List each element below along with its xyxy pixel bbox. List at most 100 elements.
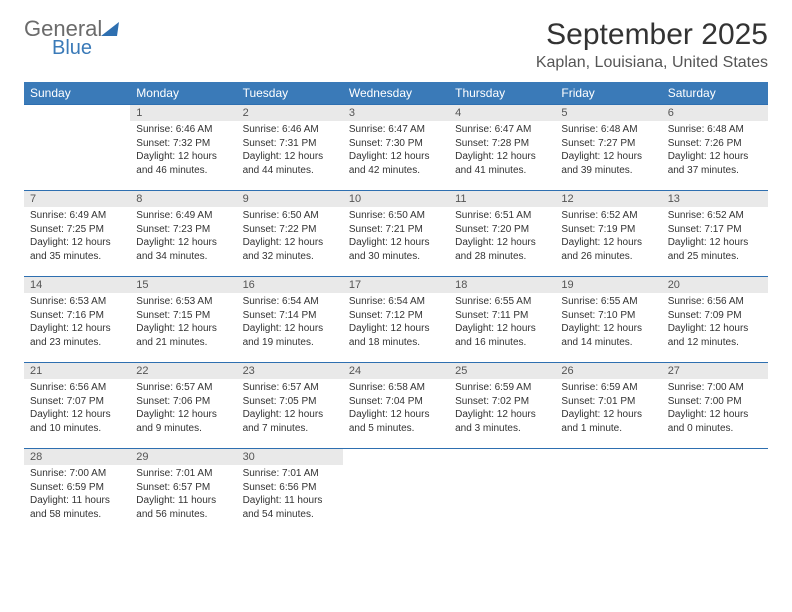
calendar-cell xyxy=(449,449,555,535)
day-details: Sunrise: 7:00 AMSunset: 7:00 PMDaylight:… xyxy=(662,379,768,441)
calendar-cell xyxy=(24,105,130,191)
calendar-cell: 26Sunrise: 6:59 AMSunset: 7:01 PMDayligh… xyxy=(555,363,661,449)
calendar-cell: 6Sunrise: 6:48 AMSunset: 7:26 PMDaylight… xyxy=(662,105,768,191)
calendar-cell: 3Sunrise: 6:47 AMSunset: 7:30 PMDaylight… xyxy=(343,105,449,191)
daylight-line: Daylight: 12 hours and 18 minutes. xyxy=(349,322,443,349)
sunrise-line: Sunrise: 6:57 AM xyxy=(243,381,337,395)
calendar-cell: 15Sunrise: 6:53 AMSunset: 7:15 PMDayligh… xyxy=(130,277,236,363)
daylight-line: Daylight: 12 hours and 41 minutes. xyxy=(455,150,549,177)
sunrise-line: Sunrise: 6:59 AM xyxy=(561,381,655,395)
sunrise-line: Sunrise: 7:00 AM xyxy=(30,467,124,481)
calendar-cell: 20Sunrise: 6:56 AMSunset: 7:09 PMDayligh… xyxy=(662,277,768,363)
calendar-cell: 11Sunrise: 6:51 AMSunset: 7:20 PMDayligh… xyxy=(449,191,555,277)
day-details: Sunrise: 6:54 AMSunset: 7:12 PMDaylight:… xyxy=(343,293,449,355)
logo-triangle-icon xyxy=(101,22,119,36)
sunrise-line: Sunrise: 6:55 AM xyxy=(561,295,655,309)
sunrise-line: Sunrise: 6:46 AM xyxy=(243,123,337,137)
weekday-header: Tuesday xyxy=(237,82,343,105)
calendar-cell: 28Sunrise: 7:00 AMSunset: 6:59 PMDayligh… xyxy=(24,449,130,535)
day-details: Sunrise: 7:01 AMSunset: 6:56 PMDaylight:… xyxy=(237,465,343,527)
sunset-line: Sunset: 7:14 PM xyxy=(243,309,337,323)
day-number: 21 xyxy=(24,363,130,379)
day-number: 23 xyxy=(237,363,343,379)
sunset-line: Sunset: 7:10 PM xyxy=(561,309,655,323)
sunrise-line: Sunrise: 6:50 AM xyxy=(349,209,443,223)
calendar-row: 14Sunrise: 6:53 AMSunset: 7:16 PMDayligh… xyxy=(24,277,768,363)
calendar-head: SundayMondayTuesdayWednesdayThursdayFrid… xyxy=(24,82,768,105)
day-details: Sunrise: 6:49 AMSunset: 7:25 PMDaylight:… xyxy=(24,207,130,269)
weekday-header: Thursday xyxy=(449,82,555,105)
calendar-row: 7Sunrise: 6:49 AMSunset: 7:25 PMDaylight… xyxy=(24,191,768,277)
daylight-line: Daylight: 12 hours and 0 minutes. xyxy=(668,408,762,435)
calendar-row: 21Sunrise: 6:56 AMSunset: 7:07 PMDayligh… xyxy=(24,363,768,449)
calendar-body: 1Sunrise: 6:46 AMSunset: 7:32 PMDaylight… xyxy=(24,105,768,535)
day-details: Sunrise: 6:57 AMSunset: 7:06 PMDaylight:… xyxy=(130,379,236,441)
sunset-line: Sunset: 7:15 PM xyxy=(136,309,230,323)
sunset-line: Sunset: 7:06 PM xyxy=(136,395,230,409)
daylight-line: Daylight: 11 hours and 58 minutes. xyxy=(30,494,124,521)
day-details: Sunrise: 6:58 AMSunset: 7:04 PMDaylight:… xyxy=(343,379,449,441)
sunrise-line: Sunrise: 7:01 AM xyxy=(136,467,230,481)
day-number: 13 xyxy=(662,191,768,207)
calendar-cell: 16Sunrise: 6:54 AMSunset: 7:14 PMDayligh… xyxy=(237,277,343,363)
page: General Blue September 2025 Kaplan, Loui… xyxy=(0,0,792,553)
calendar-cell: 30Sunrise: 7:01 AMSunset: 6:56 PMDayligh… xyxy=(237,449,343,535)
day-details: Sunrise: 6:55 AMSunset: 7:11 PMDaylight:… xyxy=(449,293,555,355)
sunrise-line: Sunrise: 6:52 AM xyxy=(668,209,762,223)
sunset-line: Sunset: 7:11 PM xyxy=(455,309,549,323)
sunset-line: Sunset: 7:04 PM xyxy=(349,395,443,409)
day-details: Sunrise: 6:56 AMSunset: 7:09 PMDaylight:… xyxy=(662,293,768,355)
sunrise-line: Sunrise: 6:58 AM xyxy=(349,381,443,395)
sunrise-line: Sunrise: 6:48 AM xyxy=(668,123,762,137)
sunrise-line: Sunrise: 6:59 AM xyxy=(455,381,549,395)
daylight-line: Daylight: 12 hours and 3 minutes. xyxy=(455,408,549,435)
sunrise-line: Sunrise: 7:01 AM xyxy=(243,467,337,481)
daylight-line: Daylight: 12 hours and 30 minutes. xyxy=(349,236,443,263)
daylight-line: Daylight: 12 hours and 35 minutes. xyxy=(30,236,124,263)
month-title: September 2025 xyxy=(536,18,768,52)
daylight-line: Daylight: 12 hours and 44 minutes. xyxy=(243,150,337,177)
day-number: 14 xyxy=(24,277,130,293)
calendar-cell: 29Sunrise: 7:01 AMSunset: 6:57 PMDayligh… xyxy=(130,449,236,535)
day-number: 5 xyxy=(555,105,661,121)
day-details: Sunrise: 6:53 AMSunset: 7:15 PMDaylight:… xyxy=(130,293,236,355)
calendar-cell: 13Sunrise: 6:52 AMSunset: 7:17 PMDayligh… xyxy=(662,191,768,277)
sunset-line: Sunset: 7:26 PM xyxy=(668,137,762,151)
day-number: 1 xyxy=(130,105,236,121)
day-details: Sunrise: 6:55 AMSunset: 7:10 PMDaylight:… xyxy=(555,293,661,355)
sunrise-line: Sunrise: 6:56 AM xyxy=(668,295,762,309)
sunset-line: Sunset: 7:19 PM xyxy=(561,223,655,237)
day-details: Sunrise: 6:50 AMSunset: 7:22 PMDaylight:… xyxy=(237,207,343,269)
daylight-line: Daylight: 12 hours and 32 minutes. xyxy=(243,236,337,263)
day-number: 22 xyxy=(130,363,236,379)
weekday-header: Sunday xyxy=(24,82,130,105)
day-details: Sunrise: 6:59 AMSunset: 7:01 PMDaylight:… xyxy=(555,379,661,441)
day-details: Sunrise: 6:46 AMSunset: 7:32 PMDaylight:… xyxy=(130,121,236,183)
calendar-cell: 25Sunrise: 6:59 AMSunset: 7:02 PMDayligh… xyxy=(449,363,555,449)
sunrise-line: Sunrise: 6:52 AM xyxy=(561,209,655,223)
sunrise-line: Sunrise: 6:54 AM xyxy=(349,295,443,309)
sunset-line: Sunset: 7:07 PM xyxy=(30,395,124,409)
sunrise-line: Sunrise: 6:48 AM xyxy=(561,123,655,137)
day-number: 9 xyxy=(237,191,343,207)
day-details: Sunrise: 6:59 AMSunset: 7:02 PMDaylight:… xyxy=(449,379,555,441)
day-number: 28 xyxy=(24,449,130,465)
header: General Blue September 2025 Kaplan, Loui… xyxy=(24,18,768,72)
day-number: 16 xyxy=(237,277,343,293)
day-details: Sunrise: 6:53 AMSunset: 7:16 PMDaylight:… xyxy=(24,293,130,355)
daynum-bar-empty xyxy=(662,449,768,465)
day-number: 10 xyxy=(343,191,449,207)
daylight-line: Daylight: 12 hours and 26 minutes. xyxy=(561,236,655,263)
day-details: Sunrise: 6:49 AMSunset: 7:23 PMDaylight:… xyxy=(130,207,236,269)
sunrise-line: Sunrise: 6:47 AM xyxy=(455,123,549,137)
calendar-cell: 7Sunrise: 6:49 AMSunset: 7:25 PMDaylight… xyxy=(24,191,130,277)
sunset-line: Sunset: 7:02 PM xyxy=(455,395,549,409)
daylight-line: Daylight: 12 hours and 34 minutes. xyxy=(136,236,230,263)
sunrise-line: Sunrise: 6:53 AM xyxy=(136,295,230,309)
sunrise-line: Sunrise: 6:49 AM xyxy=(136,209,230,223)
daylight-line: Daylight: 12 hours and 19 minutes. xyxy=(243,322,337,349)
day-details: Sunrise: 6:48 AMSunset: 7:27 PMDaylight:… xyxy=(555,121,661,183)
day-number: 15 xyxy=(130,277,236,293)
calendar-cell: 8Sunrise: 6:49 AMSunset: 7:23 PMDaylight… xyxy=(130,191,236,277)
day-number: 25 xyxy=(449,363,555,379)
